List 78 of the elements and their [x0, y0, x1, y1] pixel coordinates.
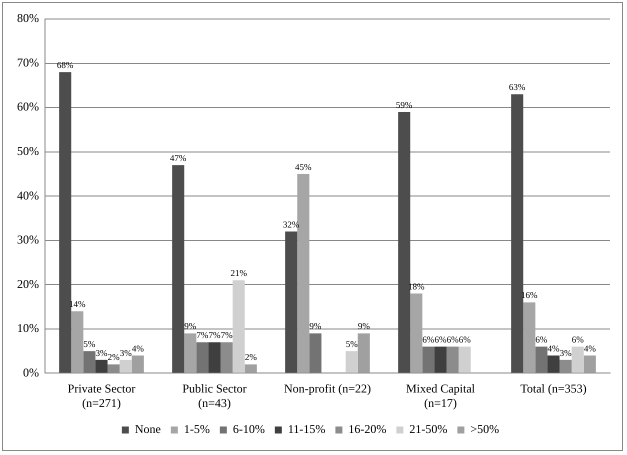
bar — [535, 346, 548, 373]
data-label: 2% — [108, 352, 120, 362]
bar — [358, 333, 370, 373]
data-label: 9% — [184, 321, 197, 332]
bar — [120, 360, 132, 373]
data-label: 6% — [422, 334, 435, 344]
bar — [398, 112, 410, 373]
bar — [458, 346, 471, 373]
data-label: 47% — [170, 152, 187, 163]
bar — [346, 351, 358, 373]
x-tick-label: Total (n=353) — [520, 382, 587, 396]
y-tick-label: 70% — [16, 55, 39, 70]
legend-label: 16-20% — [348, 422, 386, 436]
data-label: 7% — [196, 330, 209, 340]
data-label: 5% — [83, 338, 96, 349]
y-tick-label: 60% — [16, 100, 39, 114]
data-label: 59% — [396, 100, 413, 110]
bar — [309, 333, 322, 373]
bar — [95, 360, 108, 373]
data-label: 32% — [282, 219, 300, 230]
data-label: 9% — [309, 321, 322, 332]
data-label: 3% — [120, 348, 132, 358]
y-tick-label: 0% — [22, 365, 39, 380]
y-tick-label: 20% — [16, 276, 39, 291]
bar — [297, 174, 310, 373]
x-tick-label: Private Sector (n=271) — [68, 382, 136, 410]
bar — [584, 355, 596, 373]
bar — [410, 294, 422, 373]
data-label: 2% — [244, 352, 258, 362]
data-label: 6% — [446, 334, 460, 344]
legend-label: >50% — [470, 422, 500, 436]
data-label: 4% — [548, 343, 560, 354]
bar — [71, 311, 84, 373]
legend-label: 1-5% — [184, 422, 210, 436]
x-tick-label: Mixed Capital (n=17) — [406, 382, 476, 410]
bar — [285, 232, 298, 373]
bar — [422, 346, 434, 373]
y-tick-label: 40% — [16, 188, 39, 202]
x-tick-label: Public Sector (n=43) — [182, 382, 247, 410]
y-tick-label: 10% — [16, 321, 39, 336]
bar — [232, 280, 245, 373]
legend-label: 21-50% — [409, 422, 448, 436]
bar — [547, 355, 560, 373]
y-tick-label: 80% — [16, 11, 39, 26]
data-label: 5% — [346, 338, 358, 349]
data-label: 63% — [508, 82, 526, 92]
bar — [523, 302, 536, 373]
legend-label: None — [134, 422, 161, 436]
data-label: 68% — [56, 60, 74, 70]
data-label: 6% — [572, 334, 584, 344]
bar — [196, 342, 208, 373]
bar — [172, 165, 184, 373]
x-tick-label: Non-profit (n=22) — [284, 382, 372, 396]
bar — [132, 355, 144, 373]
bar — [572, 346, 584, 373]
y-tick-label: 30% — [16, 232, 39, 247]
data-label: 4% — [584, 343, 596, 354]
bar — [184, 333, 196, 373]
y-tick-label: 50% — [16, 144, 39, 158]
bar — [83, 351, 96, 373]
data-label: 6% — [535, 334, 548, 344]
data-label: 4% — [132, 343, 144, 354]
data-label: 21% — [230, 268, 248, 278]
bar — [59, 72, 72, 373]
data-label: 6% — [458, 334, 472, 344]
bar — [244, 364, 257, 373]
data-label: 7% — [208, 330, 221, 340]
bar — [511, 94, 524, 373]
legend-label: 6-10% — [232, 422, 265, 436]
data-label: 6% — [434, 334, 447, 344]
bar — [434, 346, 447, 373]
legend-label: 11-15% — [288, 422, 326, 436]
data-label: 9% — [358, 321, 370, 332]
data-label: 45% — [295, 162, 312, 172]
bar — [208, 342, 221, 373]
data-label: 3% — [95, 348, 108, 358]
data-label: 3% — [560, 348, 572, 358]
data-label: 7% — [220, 330, 234, 340]
